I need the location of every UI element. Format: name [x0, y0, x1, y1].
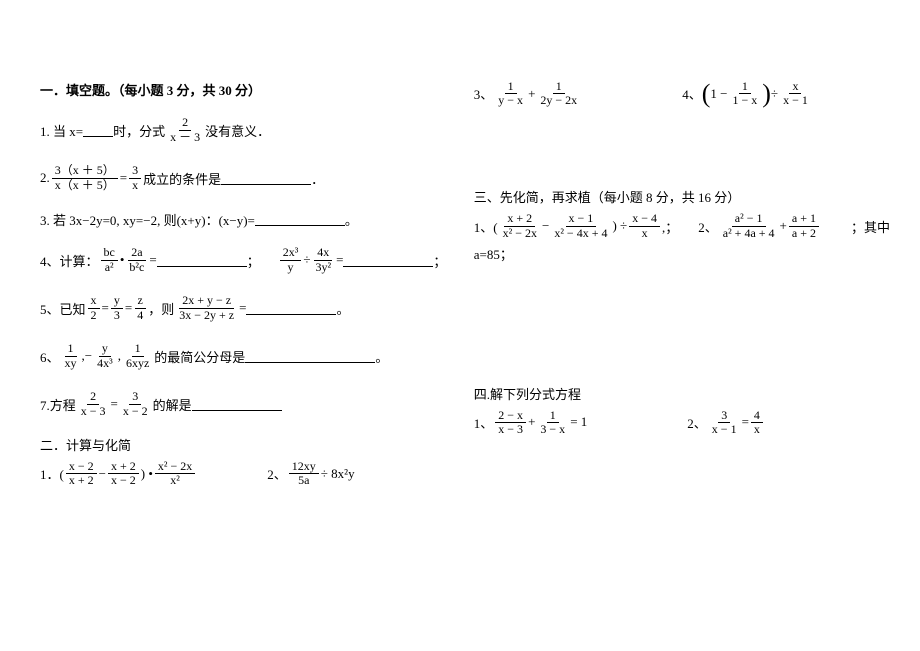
q1-text-b: 时，分式 — [113, 121, 165, 140]
q2-text-a: 2. — [40, 170, 50, 186]
right-column: 3、 1 y − x + 1 2y − 2x 4、 ( 1 − 1 1 − x — [464, 80, 890, 487]
q1: 1. 当 x= 时，分式 2 x － 3 没有意义． — [40, 109, 454, 151]
q4-eq2: = — [336, 252, 343, 268]
q4-eq: = — [149, 252, 156, 268]
q6-frac3: 1 6xyz — [123, 342, 152, 369]
q7-text-a: 7.方程 — [40, 395, 76, 414]
section-1-title: 一．填空题。（每小题 3 分，共 30 分） — [40, 80, 454, 99]
s2-p2: 2、 12xy 5a ÷ 8x²y — [267, 460, 354, 487]
q2-text-c: ． — [311, 169, 324, 188]
s3-a85: a=85； — [474, 240, 890, 268]
paren-left-icon: ( — [702, 81, 711, 107]
q1-text-a: 1. 当 x= — [40, 121, 83, 140]
q3: 3. 若 3x−2y=0, xy=−2, 则(x+y)：(x−y)= 。 — [40, 205, 454, 233]
q6-text-a: 6、 — [40, 347, 60, 366]
q5-frac1: x 2 — [88, 294, 100, 321]
q6-blank — [245, 350, 375, 363]
q2-eq: = — [120, 170, 127, 186]
q2-frac1: 3（x ＋ 5） x（x ＋ 5） — [52, 164, 118, 191]
q5-text-b: ，则 — [148, 299, 174, 318]
q3-blank — [255, 213, 345, 226]
section-2-title: 二．计算与化简 — [40, 435, 454, 454]
q2-frac2: 3 x — [129, 164, 141, 191]
q2-text-b: 成立的条件是 — [143, 169, 221, 188]
q5: 5、已知 x 2 = y 3 = z 4 ，则 2x + y − z 3x − … — [40, 287, 454, 329]
q7-frac1: 2 x − 3 — [78, 390, 109, 417]
worksheet-page: 一．填空题。（每小题 3 分，共 30 分） 1. 当 x= 时，分式 2 x … — [0, 0, 920, 507]
s3-row: 1、( x + 2 x² − 2x − x − 1 x² − 4x + 4 ) … — [474, 212, 890, 239]
q4: 4、计算： bc a² • 2a b²c = ； 2x³ y ÷ 4x 3y² … — [40, 239, 454, 281]
q1-text-c: 没有意义． — [205, 121, 270, 140]
q4-blank2 — [343, 254, 433, 267]
s4-e2: 2、 3 x − 1 = 4 x — [687, 409, 765, 436]
s4-row: 1、 2 − x x − 3 + 1 3 − x = 1 2、 3 x − 1 … — [474, 409, 890, 436]
q7: 7.方程 2 x − 3 = 3 x − 2 的解是 — [40, 383, 454, 425]
q3-text-b: 。 — [345, 210, 358, 229]
q6: 6、 1 xy ,− y 4x³ , 1 6xyz 的最简公分母是 。 — [40, 335, 454, 377]
q5-blank — [246, 302, 336, 315]
q4-dot: • — [120, 252, 125, 268]
q6-text-b: 的最简公分母是 — [154, 347, 245, 366]
q4-text-a: 4、计算： — [40, 251, 99, 270]
q2-blank — [221, 172, 311, 185]
q1-blank — [83, 124, 113, 137]
q7-frac2: 3 x − 2 — [120, 390, 151, 417]
q4-blank1 — [157, 254, 247, 267]
q5-text-a: 5、已知 — [40, 299, 86, 318]
s2-p4: 4、 ( 1 − 1 1 − x ) ÷ x x − 1 — [682, 80, 813, 107]
s2-row2: 3、 1 y − x + 1 2y − 2x 4、 ( 1 − 1 1 − x — [474, 80, 890, 107]
q6-frac2: y 4x³ — [94, 342, 116, 369]
paren-right-icon: ) — [762, 81, 771, 107]
s2-row1: 1．( x − 2 x + 2 − x + 2 x − 2 ) • x² − 2… — [40, 460, 454, 487]
q4-frac1: bc a² — [101, 246, 118, 273]
q5-frac2: y 3 — [111, 294, 123, 321]
q4-frac4: 4x 3y² — [312, 246, 334, 273]
q5-frac4: 2x + y − z 3x − 2y + z — [176, 294, 237, 321]
s2-p3: 3、 1 y − x + 1 2y − 2x — [474, 80, 582, 107]
left-column: 一．填空题。（每小题 3 分，共 30 分） 1. 当 x= 时，分式 2 x … — [40, 80, 464, 487]
q4-frac3: 2x³ y — [280, 246, 302, 273]
q1-frac: 2 x － 3 — [167, 116, 203, 143]
q4-semi: ； — [247, 251, 260, 270]
q7-text-b: 的解是 — [153, 395, 192, 414]
q4-frac2: 2a b²c — [126, 246, 147, 273]
s2-p1: 1．( x − 2 x + 2 − x + 2 x − 2 ) • x² − 2… — [40, 460, 197, 487]
q4-div: ÷ — [303, 252, 310, 268]
q3-text: 3. 若 3x−2y=0, xy=−2, 则(x+y)：(x−y)= — [40, 210, 255, 229]
q4-semi2: ； — [433, 251, 446, 270]
s3-p2: 2、 a² − 1 a² + 4a + 4 + a + 1 a + 2 — [698, 212, 821, 239]
s4-e1: 1、 2 − x x − 3 + 1 3 − x = 1 — [474, 409, 588, 436]
q5-frac3: z 4 — [134, 294, 146, 321]
s3-p1: 1、( x + 2 x² − 2x − x − 1 x² − 4x + 4 ) … — [474, 212, 678, 239]
section-4-title: 四.解下列分式方程 — [474, 384, 890, 403]
section-3-title: 三、先化简，再求植（每小题 8 分，共 16 分） — [474, 187, 890, 206]
q7-blank — [192, 398, 282, 411]
q6-frac1: 1 xy — [62, 342, 80, 369]
q2: 2. 3（x ＋ 5） x（x ＋ 5） = 3 x 成立的条件是 ． — [40, 157, 454, 199]
